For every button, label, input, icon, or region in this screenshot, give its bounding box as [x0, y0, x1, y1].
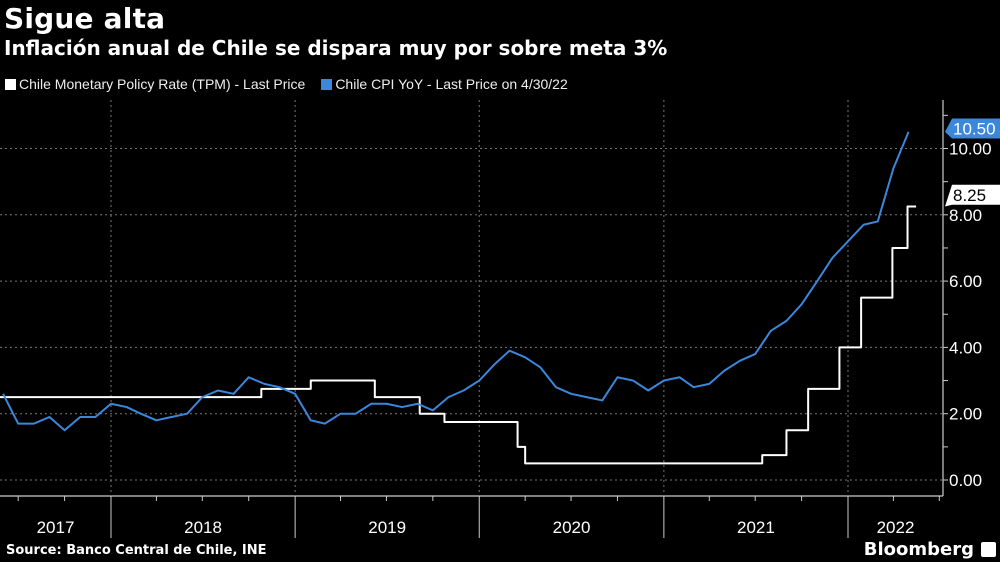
- cpi-last-value-label: 10.50: [953, 120, 996, 139]
- y-tick-label: 4.00: [949, 338, 982, 357]
- legend-swatch-cpi: [321, 78, 333, 90]
- x-tick-label: 2021: [737, 518, 775, 537]
- cpi-last-value-badge: [945, 118, 1000, 139]
- legend-item-tpm: Chile Monetary Policy Rate (TPM) - Last …: [5, 76, 305, 92]
- x-tick-label: 2018: [184, 518, 222, 537]
- cpi-line: [2, 131, 910, 432]
- tpm-line: [0, 205, 917, 465]
- y-tick-label: 8.00: [949, 206, 982, 225]
- x-tick-label: 2017: [37, 518, 75, 537]
- source-note: Source: Banco Central de Chile, INE: [6, 543, 267, 558]
- x-tick-label: 2020: [553, 518, 591, 537]
- x-tick-label: 2022: [877, 518, 915, 537]
- y-tick-label: 2.00: [949, 405, 982, 424]
- legend-label-cpi: Chile CPI YoY - Last Price on 4/30/22: [335, 76, 568, 92]
- tpm-last-value-badge: [945, 184, 1000, 207]
- bloomberg-logo: Bloomberg: [863, 539, 974, 560]
- y-tick-label: 6.00: [949, 272, 982, 291]
- y-tick-label: 10.00: [949, 140, 992, 159]
- tpm-last-value-label: 8.25: [953, 186, 986, 205]
- chart-title: Sigue alta: [4, 2, 166, 35]
- chart-subtitle: Inflación anual de Chile se dispara muy …: [4, 36, 668, 60]
- legend-item-cpi: Chile CPI YoY - Last Price on 4/30/22: [321, 76, 568, 92]
- y-tick-label: 0.00: [949, 471, 982, 490]
- x-tick-label: 2019: [368, 518, 406, 537]
- bloomberg-chart-icon: [981, 542, 996, 557]
- legend-swatch-tpm: [5, 78, 16, 90]
- legend-label-tpm: Chile Monetary Policy Rate (TPM) - Last …: [19, 76, 306, 92]
- legend: Chile Monetary Policy Rate (TPM) - Last …: [5, 76, 568, 92]
